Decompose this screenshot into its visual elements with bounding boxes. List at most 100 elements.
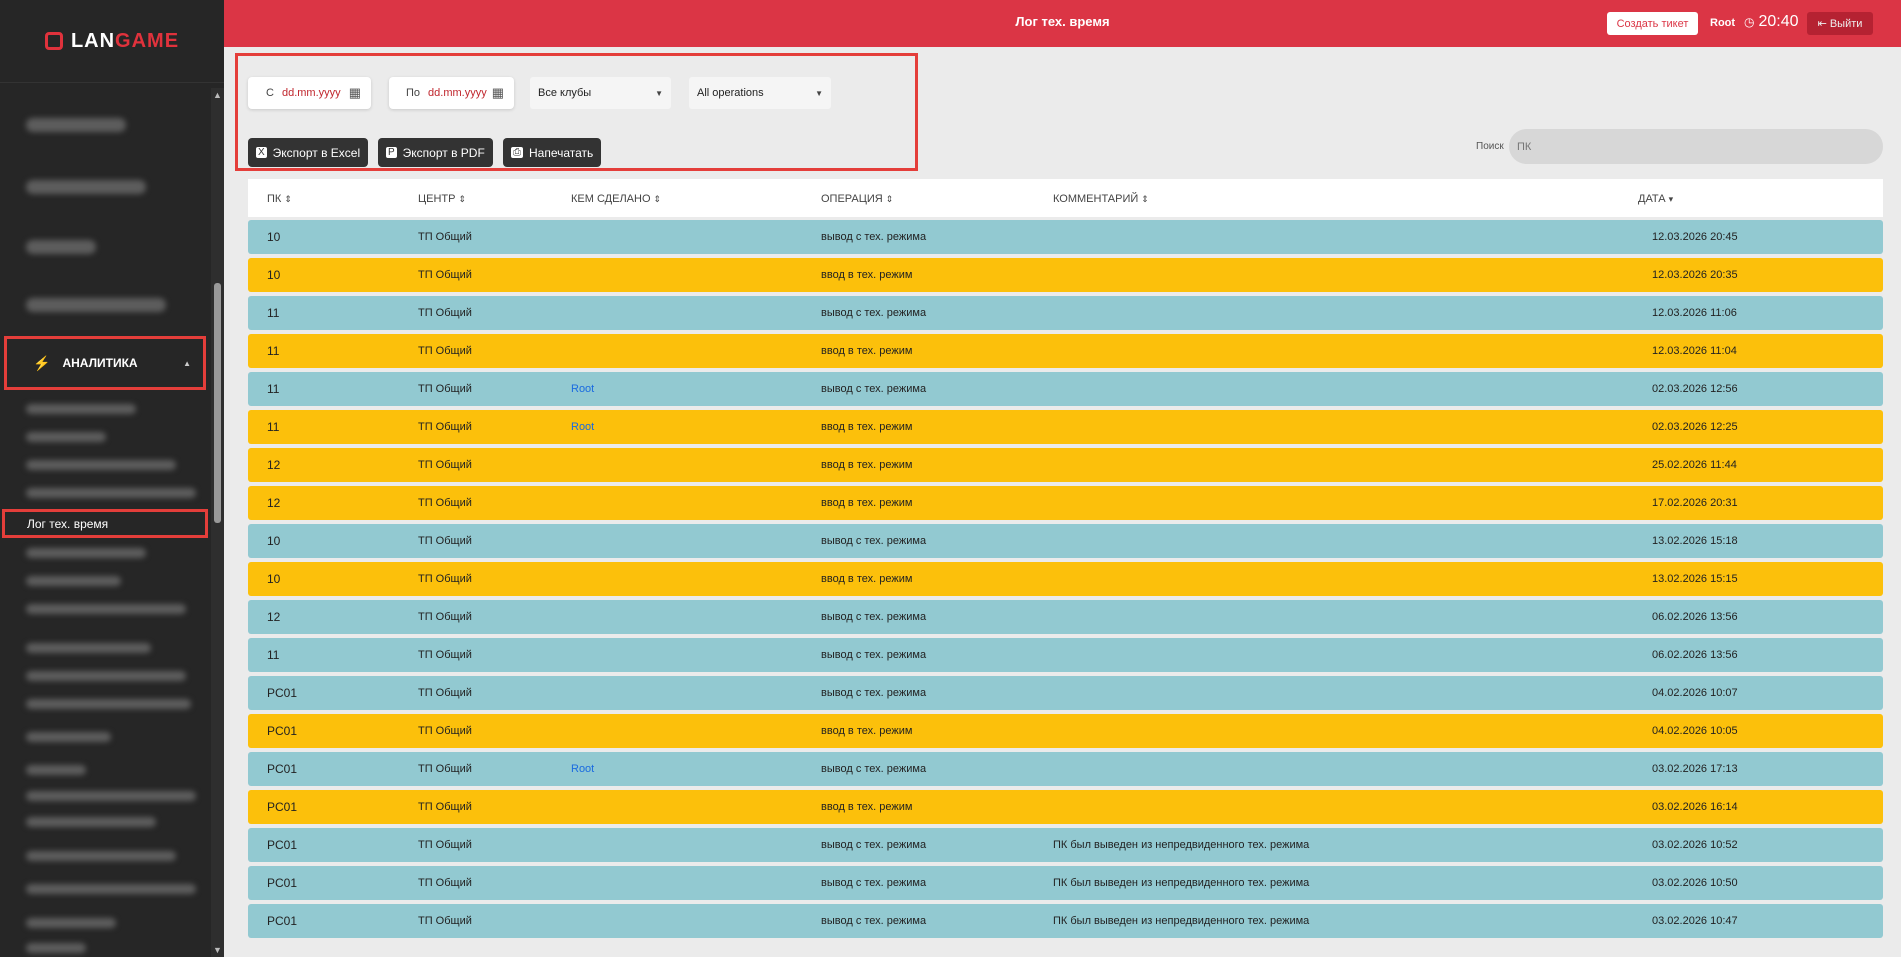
sidebar-item-blurred[interactable] [26,298,166,312]
cell-center: ТП Общий [418,345,472,357]
cell-by[interactable]: Root [571,421,595,433]
cell-pc: 10 [267,534,281,548]
cell-date: 06.02.2026 13:56 [1652,611,1738,623]
table-row[interactable]: 11 ТП Общий ввод в тех. режим 12.03.2026 11… [248,334,1883,368]
sidebar-subitem-blurred[interactable] [26,643,151,653]
table-row[interactable]: PC01 ТП Общий вывод с тех. режима ПК был вы… [248,828,1883,862]
date-to-placeholder: dd.mm.yyyy [428,87,487,99]
sidebar-subitem-blurred[interactable] [26,817,156,827]
cell-center: ТП Общий [418,459,472,471]
create-ticket-button[interactable]: Создать тикет [1607,12,1698,35]
table-row[interactable]: 10 ТП Общий ввод в тех. режим 12.03.2026 20… [248,258,1883,292]
cell-by[interactable]: Root [571,383,595,395]
logo-lan: LAN [70,29,116,52]
cell-center: ТП Общий [418,915,472,927]
column-header-label: ЦЕНТР [418,193,456,205]
sidebar-scrollbar[interactable]: ▲ ▼ [211,88,224,957]
sidebar-item-tech-log[interactable]: Лог тех. время [2,509,208,538]
cell-pc: 12 [267,610,281,624]
scrollbar-thumb[interactable] [214,283,221,523]
scroll-down-icon[interactable]: ▼ [213,945,222,955]
table-row[interactable]: PC01 ТП Общий вывод с тех. режима ПК был вы… [248,904,1883,938]
cell-pc: 11 [267,344,280,358]
table-row[interactable]: 10 ТП Общий вывод с тех. режима 12.03.2026 … [248,220,1883,254]
sidebar-item-blurred[interactable] [26,240,96,254]
cell-date: 13.02.2026 15:18 [1652,535,1738,547]
sidebar-subitem-blurred[interactable] [26,460,176,470]
search-input[interactable] [1509,129,1883,164]
cell-center: ТП Общий [418,687,472,699]
sidebar-item-blurred[interactable] [26,180,146,194]
calendar-icon[interactable]: ▦ [348,85,361,100]
table-row[interactable]: 10 ТП Общий ввод в тех. режим 13.02.2026 15… [248,562,1883,596]
cell-center: ТП Общий [418,839,472,851]
sidebar-subitem-blurred[interactable] [26,918,116,928]
logo[interactable]: LAN GAME [0,0,224,83]
sidebar-subitem-blurred[interactable] [26,604,186,614]
cell-center: ТП Общий [418,877,472,889]
export-excel-button[interactable]: X Экспорт в Excel [248,138,369,167]
sidebar-subitem-blurred[interactable] [26,404,136,414]
cell-date: 03.02.2026 10:50 [1652,877,1738,889]
table-row[interactable]: 11 ТП Общий Root вывод с тех. режима 02.03.2… [248,372,1883,406]
column-header-label: КОММЕНТАРИЙ [1053,193,1139,205]
sidebar-subitem-blurred[interactable] [26,851,176,861]
table-row[interactable]: PC01 ТП Общий ввод в тех. режим 03.02.2026 … [248,790,1883,824]
table-row[interactable]: PC01 ТП Общий вывод с тех. режима ПК был вы… [248,866,1883,900]
cell-pc: 10 [267,230,281,244]
column-header-date[interactable]: ДАТА ▾ [1638,193,1673,205]
table-row[interactable]: 12 ТП Общий вывод с тех. режима 06.02.2026 … [248,600,1883,634]
cell-center: ТП Общий [418,611,472,623]
sidebar-section-analytics[interactable]: ⚡ АНАЛИТИКА ▲ [4,336,206,390]
table-row[interactable]: PC01 ТП Общий Root вывод с тех. режима 03.02… [248,752,1883,786]
sidebar-subitem-blurred[interactable] [26,732,111,742]
sidebar-subitem-blurred[interactable] [26,432,106,442]
table-row[interactable]: 10 ТП Общий вывод с тех. режима 13.02.2026 … [248,524,1883,558]
operations-select[interactable]: All operations ▼ [689,77,831,109]
calendar-icon[interactable]: ▦ [491,85,504,100]
sidebar-item-blurred[interactable] [26,118,126,132]
cell-center: ТП Общий [418,269,472,281]
clubs-select[interactable]: Все клубы ▼ [530,77,671,109]
column-header-center[interactable]: ЦЕНТР ⇕ [418,193,466,205]
table-row[interactable]: PC01 ТП Общий ввод в тех. режим 04.02.2026 … [248,714,1883,748]
sidebar-subitem-blurred[interactable] [26,576,121,586]
sidebar-subitem-blurred[interactable] [26,671,186,681]
logout-button[interactable]: ⇤ Выйти [1807,12,1873,35]
dropdown-arrow-icon: ▼ [815,88,823,98]
date-from-field[interactable]: С dd.mm.yyyy ▦ [248,77,371,109]
cell-operation: вывод с тех. режима [821,649,927,661]
column-header-pc[interactable]: ПК ⇕ [267,193,292,205]
column-header-operation[interactable]: ОПЕРАЦИЯ ⇕ [821,193,893,205]
table-row[interactable]: 12 ТП Общий ввод в тех. режим 17.02.2026 20… [248,486,1883,520]
sidebar-subitem-blurred[interactable] [26,943,86,953]
sidebar-subitem-blurred[interactable] [26,765,86,775]
logout-label: Выйти [1829,18,1863,30]
column-header-label: ДАТА [1638,193,1666,205]
sidebar-subitem-blurred[interactable] [26,791,196,801]
table-row[interactable]: 12 ТП Общий ввод в тех. режим 25.02.2026 11… [248,448,1883,482]
scroll-up-icon[interactable]: ▲ [213,90,222,100]
sidebar-subitem-blurred[interactable] [26,884,196,894]
column-header-label: ПК [267,193,282,205]
column-header-comment[interactable]: КОММЕНТАРИЙ ⇕ [1053,193,1149,205]
print-button[interactable]: ⎙ Напечатать [503,138,602,167]
printer-icon: ⎙ [511,147,523,158]
column-header-by[interactable]: КЕМ СДЕЛАНО ⇕ [571,193,661,205]
table-row[interactable]: 11 ТП Общий вывод с тех. режима 12.03.2026 … [248,296,1883,330]
top-header: Лог тех. время Создать тикет Root ◷ 20:40… [224,0,1901,47]
cell-pc: PC01 [267,762,298,776]
sidebar-subitem-blurred[interactable] [26,548,146,558]
cell-by[interactable]: Root [571,763,595,775]
cell-center: ТП Общий [418,497,472,509]
table-row[interactable]: PC01 ТП Общий вывод с тех. режима 04.02.202… [248,676,1883,710]
sidebar-subitem-blurred[interactable] [26,488,196,498]
table-row[interactable]: 11 ТП Общий вывод с тех. режима 06.02.2026 … [248,638,1883,672]
user-name[interactable]: Root [1710,17,1736,29]
cell-operation: вывод с тех. режима [821,687,927,699]
export-pdf-button[interactable]: P Экспорт в PDF [378,138,493,167]
table-row[interactable]: 11 ТП Общий Root ввод в тех. режим 02.03.202… [248,410,1883,444]
date-to-field[interactable]: По dd.mm.yyyy ▦ [389,77,514,109]
sidebar-subitem-blurred[interactable] [26,699,191,709]
cell-date: 13.02.2026 15:15 [1652,573,1738,585]
